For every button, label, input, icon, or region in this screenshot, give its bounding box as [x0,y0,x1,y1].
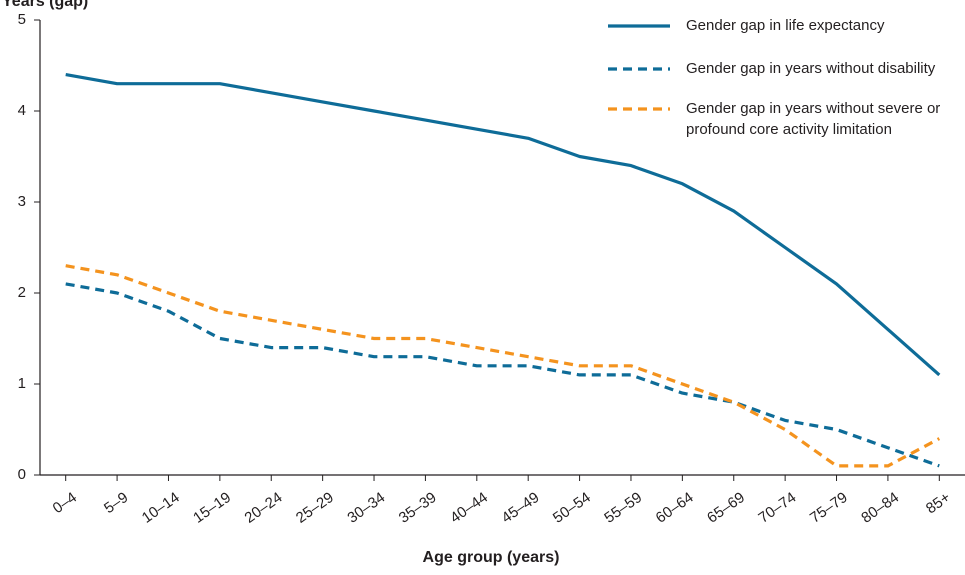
y-tick-label: 5 [18,11,26,28]
legend-label-3: Gender gap in years without severe or pro… [686,100,940,138]
x-tick-label: 40–44 [447,489,491,527]
y-tick-label: 0 [18,466,26,483]
x-tick-label: 35–39 [396,489,440,527]
x-tick-label: 30–34 [344,489,388,527]
legend-label-2: Gender gap in years without disability [686,60,936,77]
x-tick-label: 80–84 [858,489,902,527]
series-line-3 [65,264,941,468]
x-tick-labels: 0–4 5–9 10–14 15–19 20–24 25–29 30–34 35–39 40–4… [50,489,954,527]
x-tick-label: 60–64 [653,489,697,527]
y-tick-labels: 0 1 2 3 4 5 [18,11,26,483]
x-tick-label: 5–9 [101,489,131,517]
x-tick-label: 75–79 [807,489,851,527]
x-tick-label: 45–49 [499,489,543,527]
x-tick-label: 0–4 [50,489,80,517]
x-axis-title: Age group (years) [423,549,560,566]
x-tick-label: 50–54 [550,489,594,527]
legend: Gender gap in life expectancy Gender gap … [608,17,940,138]
x-tick-label: 10–14 [139,489,183,527]
axes [34,19,965,481]
y-tick-label: 1 [18,375,26,392]
x-tick-label: 65–69 [704,489,748,527]
x-tick-label: 85+ [923,489,954,518]
series-lines [65,73,941,468]
y-tick-label: 4 [18,102,26,119]
legend-label-1: Gender gap in life expectancy [686,17,885,34]
x-tick-label: 15–19 [190,489,234,527]
series-line-2 [65,282,940,468]
y-axis-title: Years (gap) [2,0,88,10]
x-tick-label: 55–59 [601,489,645,527]
y-tick-label: 2 [18,284,26,301]
y-tick-label: 3 [18,193,26,210]
x-tick-label: 70–74 [755,489,799,527]
x-tick-label: 20–24 [242,489,286,527]
series-line-1 [65,73,941,377]
x-tick-label: 25–29 [293,489,337,527]
